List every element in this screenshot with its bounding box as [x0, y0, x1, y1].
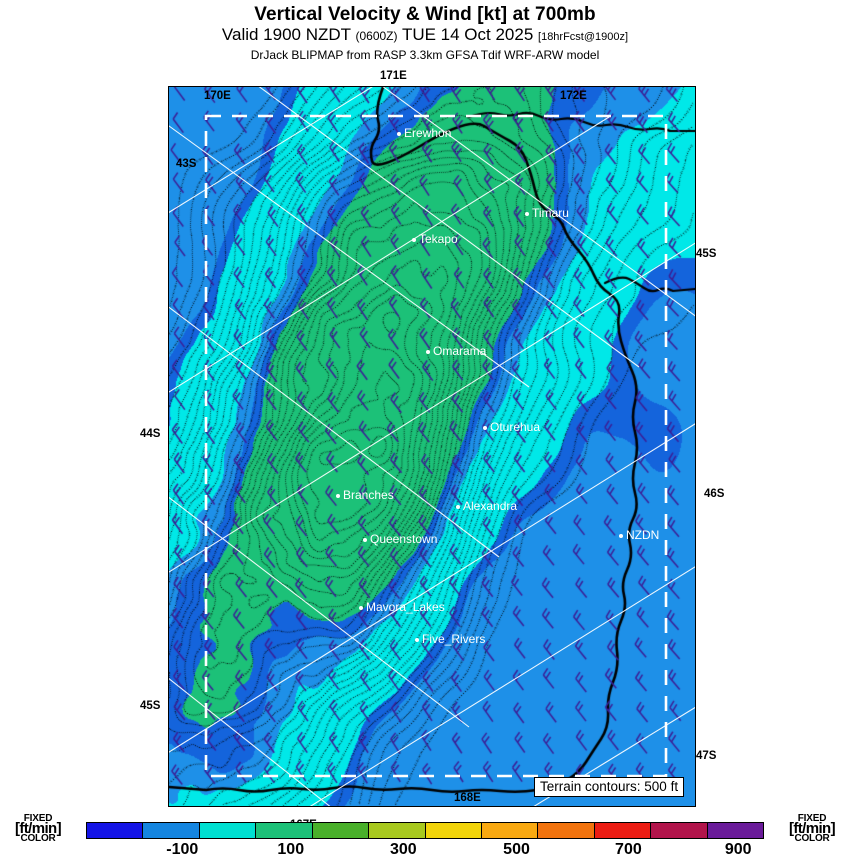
axis-label: 170E: [204, 90, 231, 102]
valid-time-prefix: Valid 1900 NZDT: [221, 25, 351, 44]
colorbar-tick-4: 700: [615, 841, 642, 858]
page-title: Vertical Velocity & Wind [kt] at 700mb: [254, 4, 596, 25]
chart-header: Vertical Velocity & Wind [kt] at 700mb V…: [0, 0, 850, 63]
colorbar-color-label-left: COLOR: [20, 833, 56, 844]
valid-date: TUE 14 Oct 2025: [401, 25, 534, 44]
axis-label: 44S: [140, 428, 161, 440]
colorbar-segment-10: [651, 823, 708, 838]
vertical-velocity-field: [169, 87, 695, 806]
terrain-contour-note: Terrain contours: 500 ft: [534, 777, 685, 797]
axis-label: 45S: [140, 700, 161, 712]
graticule-lines: [169, 87, 695, 806]
axis-label: 45S: [696, 248, 717, 260]
axis-label: 171E: [380, 70, 407, 82]
colorbar-segment-5: [369, 823, 426, 838]
map-graticule-overlay: [169, 87, 695, 806]
colorbar-tick-3: 500: [503, 841, 530, 858]
colorbar-segment-0: [87, 823, 144, 838]
colorbar-units-left: FIXED [ft/min] COLOR: [2, 813, 74, 844]
colorbar-tick-1: 100: [277, 841, 305, 858]
colorbar-tick-0: -100: [166, 841, 199, 858]
colorbar-scale[interactable]: [86, 822, 764, 839]
axis-label: 46S: [704, 488, 725, 500]
colorbar-units-right: FIXED [ft/min] COLOR: [776, 813, 848, 844]
colorbar-segment-4: [312, 823, 370, 838]
domain-inset-box: [204, 114, 668, 778]
forecast-map-panel[interactable]: Erewhon Timaru Tekapo Omarama Oturehua Branch…: [168, 86, 696, 807]
colorbar-segment-11: [707, 823, 764, 838]
colorbar-tick-labels: -100 100 300 500 700 900: [86, 841, 764, 859]
colorbar-tick-2: 300: [389, 841, 417, 858]
valid-time-line: Valid 1900 NZDT (0600Z) TUE 14 Oct 2025 …: [0, 25, 850, 47]
colorbar-color-label-right: COLOR: [794, 833, 830, 844]
colorbar-segment-8: [538, 823, 595, 838]
colorbar-region: FIXED [ft/min] COLOR -100 100 300 500 700 900…: [0, 813, 850, 860]
colorbar-segment-1: [143, 823, 200, 838]
valid-time-utc: (0600Z): [355, 29, 398, 43]
axis-label: 43S: [176, 158, 197, 170]
colorbar-segment-2: [199, 823, 257, 838]
axis-label: 172E: [560, 90, 587, 102]
colorbar-units-label-left: [ft/min]: [14, 820, 62, 837]
colorbar-segment-7: [481, 823, 539, 838]
colorbar-units-label-right: [ft/min]: [788, 820, 836, 837]
axis-label: 168E: [454, 792, 481, 804]
model-source-line: DrJack BLIPMAP from RASP 3.3km GFSA Tdif…: [250, 48, 600, 62]
colorbar-segment-6: [425, 823, 482, 838]
map-region: Erewhon Timaru Tekapo Omarama Oturehua Branch…: [0, 70, 850, 831]
forecast-tag: [18hrFcst@1900z]: [538, 31, 629, 43]
colorbar-segment-3: [256, 823, 313, 838]
axis-label: 47S: [696, 750, 717, 762]
colorbar-segment-9: [594, 823, 652, 838]
colorbar-fixed-label-right: FIXED: [797, 813, 827, 824]
colorbar-tick-5: 900: [724, 841, 752, 858]
colorbar-fixed-label-left: FIXED: [23, 813, 53, 824]
